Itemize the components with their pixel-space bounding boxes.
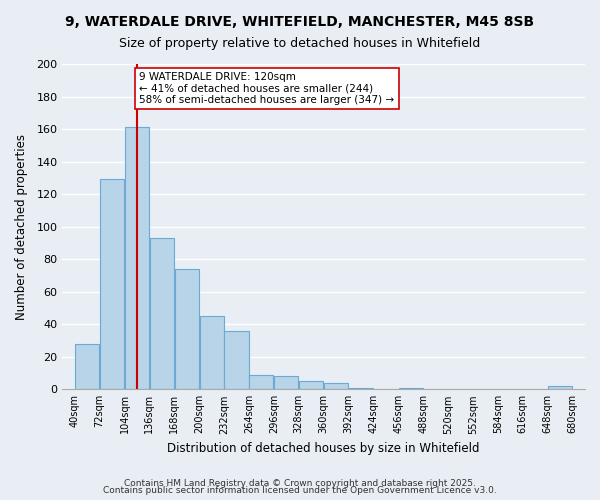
Bar	[548, 386, 572, 390]
Text: Contains HM Land Registry data © Crown copyright and database right 2025.: Contains HM Land Registry data © Crown c…	[124, 478, 476, 488]
Bar	[349, 388, 373, 390]
Text: 9 WATERDALE DRIVE: 120sqm
← 41% of detached houses are smaller (244)
58% of semi: 9 WATERDALE DRIVE: 120sqm ← 41% of detac…	[139, 72, 394, 106]
Text: Size of property relative to detached houses in Whitefield: Size of property relative to detached ho…	[119, 38, 481, 51]
Bar	[150, 238, 174, 390]
Bar	[75, 344, 99, 390]
Bar	[200, 316, 224, 390]
Bar	[399, 388, 423, 390]
Bar	[324, 383, 348, 390]
Bar	[274, 376, 298, 390]
Bar	[299, 381, 323, 390]
X-axis label: Distribution of detached houses by size in Whitefield: Distribution of detached houses by size …	[167, 442, 480, 455]
Bar	[175, 269, 199, 390]
Bar	[250, 374, 274, 390]
Bar	[125, 128, 149, 390]
Text: 9, WATERDALE DRIVE, WHITEFIELD, MANCHESTER, M45 8SB: 9, WATERDALE DRIVE, WHITEFIELD, MANCHEST…	[65, 15, 535, 29]
Bar	[100, 180, 124, 390]
Y-axis label: Number of detached properties: Number of detached properties	[15, 134, 28, 320]
Bar	[224, 331, 248, 390]
Text: Contains public sector information licensed under the Open Government Licence v3: Contains public sector information licen…	[103, 486, 497, 495]
